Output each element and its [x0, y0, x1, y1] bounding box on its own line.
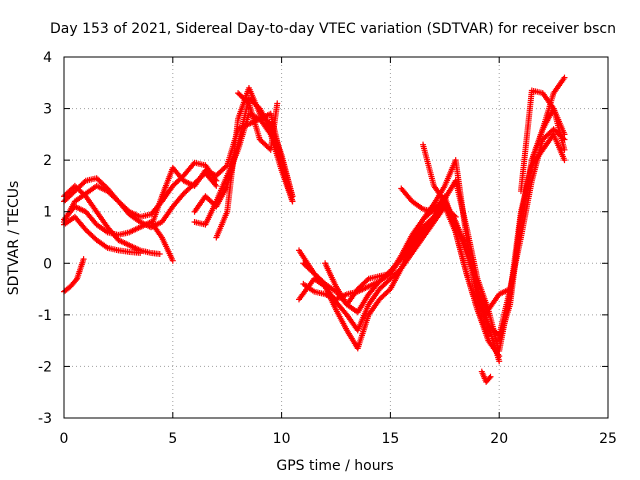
x-tick-label: 0 [60, 431, 69, 447]
grid-lines [64, 57, 608, 418]
series-markers [61, 256, 87, 295]
series-arc-24 [528, 74, 568, 164]
series-markers [235, 90, 281, 153]
chart-title: Day 153 of 2021, Sidereal Day-to-day VTE… [50, 21, 616, 37]
series-markers [61, 170, 220, 231]
axis-ticks: 0 5 10 15 20 25 -3 -2 -1 0 1 2 3 4 [38, 50, 617, 447]
plot-frame [63, 56, 609, 419]
x-axis-title: GPS time / hours [276, 458, 393, 474]
y-tick-label: 2 [43, 153, 52, 169]
x-tick-label: 5 [168, 431, 177, 447]
series-markers [61, 159, 220, 226]
series-markers [528, 74, 568, 164]
series-arc-5 [61, 159, 220, 226]
series-arc-10 [213, 84, 296, 241]
series-arc-11 [235, 90, 281, 153]
series-markers [507, 131, 568, 298]
x-tick-label: 10 [273, 431, 291, 447]
series-markers [478, 368, 494, 385]
y-tick-label: 0 [43, 256, 52, 272]
y-tick-label: -3 [38, 411, 52, 427]
series-arc-6 [61, 170, 220, 231]
y-tick-label: -2 [38, 359, 52, 375]
series-markers [420, 141, 492, 318]
x-tick-label: 20 [490, 431, 508, 447]
x-tick-label: 15 [381, 431, 399, 447]
x-tick-label: 25 [599, 431, 617, 447]
y-tick-label: 4 [43, 50, 52, 66]
series-arc-1 [61, 256, 87, 295]
series-arc-22 [507, 131, 568, 298]
y-tick-label: 3 [43, 102, 52, 118]
series-markers [213, 84, 296, 241]
y-tick-label: 1 [43, 205, 52, 221]
y-axis-title: SDTVAR / TECUs [6, 181, 22, 296]
series-arc-19 [478, 368, 494, 385]
y-tick-label: -1 [38, 308, 52, 324]
data-series-layer [61, 74, 568, 385]
series-arc-18 [420, 141, 492, 318]
